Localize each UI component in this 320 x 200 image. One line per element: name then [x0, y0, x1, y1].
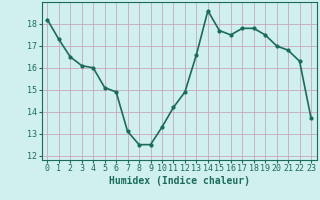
- X-axis label: Humidex (Indice chaleur): Humidex (Indice chaleur): [109, 176, 250, 186]
